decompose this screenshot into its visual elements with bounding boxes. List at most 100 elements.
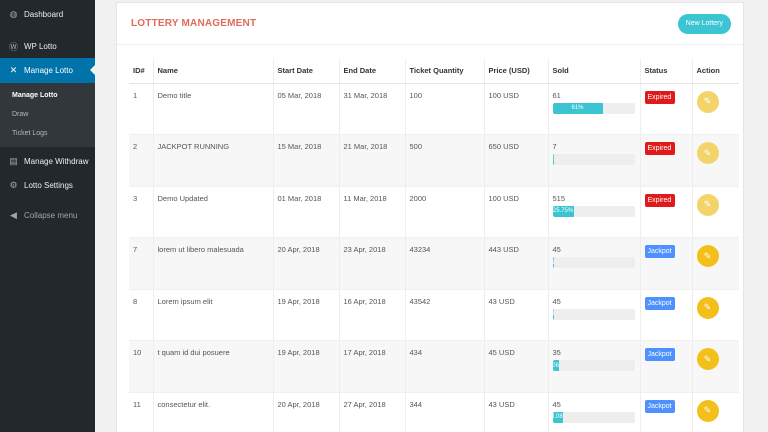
edit-button[interactable]: ✎ [696,348,719,370]
status-badge: Jackpot [644,296,675,310]
status-badge: Jackpot [644,245,675,258]
cell-price: 43 USD [484,289,549,341]
dashboard-icon: ◍ [9,8,18,19]
cell-start-date: 20 Apr, 2018 [273,392,340,432]
column-header-start-date[interactable]: Start Date [273,59,340,84]
sold-progress-bar: 13.08% [552,411,564,423]
column-header-status[interactable]: Status [640,59,693,84]
edit-icon: ✎ [703,302,712,312]
sold-progress-bar: 8.06% [552,360,560,371]
sold-progress-bar: 0.1% [552,308,555,320]
edit-button[interactable]: ✎ [696,399,719,422]
cell-price: 443 USD [484,237,549,290]
cell-action: ✎ [692,392,739,432]
cell-start-date: 19 Apr, 2018 [273,340,340,393]
cell-id: 11 [129,392,154,432]
sidebar-item-label: Lotto Settings [24,180,73,190]
cell-sold: 45 13.08% [548,392,641,432]
column-header-ticket-quantity[interactable]: Ticket Quantity [405,59,485,84]
cell-price: 650 USD [484,134,549,187]
sold-count: 515 [552,193,566,203]
cell-sold: 45 0.1% [548,289,641,341]
sold-progress: 13.08% [552,411,635,423]
collapse-menu-label: Collapse menu [24,210,78,220]
status-badge: Jackpot [644,399,675,413]
cell-action: ✎ [692,83,739,135]
cell-id: 8 [129,289,154,341]
cell-status: Jackpot [640,340,693,393]
cell-name: lorem ut libero malesuada [153,237,274,290]
cell-ticket-quantity: 100 [405,83,485,135]
table-row: 7 lorem ut libero malesuada 20 Apr, 2018 23… [129,237,739,290]
edit-button[interactable]: ✎ [696,296,719,319]
cell-price: 100 USD [484,186,549,238]
edit-icon: ✎ [703,96,712,106]
sold-progress: 0.1% [552,308,635,320]
edit-button[interactable]: ✎ [696,245,719,267]
cell-end-date: 17 Apr, 2018 [339,340,406,393]
sold-count: 7 [552,142,557,151]
tools-icon: ✕ [9,65,18,75]
submenu-item-draw[interactable]: Draw [12,111,29,118]
sidebar-item-wp-lotto[interactable]: Ⓦ WP Lotto [0,34,95,58]
collapse-menu-button[interactable]: ◀ Collapse menu [0,203,95,227]
collapse-icon: ◀ [10,209,17,220]
cell-status: Jackpot [640,392,693,432]
edit-icon: ✎ [703,405,712,415]
column-header-sold[interactable]: Sold [548,59,641,84]
sidebar-item-dashboard[interactable]: ◍ Dashboard [0,2,95,26]
new-lottery-button[interactable]: New Lottery [677,13,731,34]
cell-status: Jackpot [640,289,693,341]
edit-button[interactable]: ✎ [696,193,719,216]
cell-sold: 45 0.1% [548,237,641,290]
cell-id: 1 [129,83,154,135]
card-header: LOTTERY MANAGEMENT New Lottery [117,3,743,45]
column-header-name[interactable]: Name [153,59,274,84]
cell-status: Expired [640,83,693,135]
cell-id: 2 [129,134,154,187]
cell-action: ✎ [692,134,739,187]
cell-end-date: 23 Apr, 2018 [339,237,406,290]
lottery-table: ID# Name Start Date End Date Ticket Quan… [129,59,739,432]
cell-start-date: 01 Mar, 2018 [273,186,340,238]
sold-count: 45 [552,245,561,254]
table-row: 10 t quam id dui posuere 19 Apr, 2018 17 Ap… [129,340,739,393]
cell-end-date: 11 Mar, 2018 [339,186,406,238]
sold-progress: 25.75% [552,205,635,217]
cell-end-date: 16 Apr, 2018 [339,289,406,341]
cell-sold: 61 61% [548,83,641,135]
cell-status: Expired [640,186,693,238]
wordpress-icon: Ⓦ [8,41,18,52]
status-badge: Expired [644,193,675,207]
submenu-item-ticket-logs[interactable]: Ticket Logs [12,130,48,137]
cell-action: ✎ [692,186,739,238]
sold-progress-bar: 1% [552,154,555,165]
cell-name: JACKPOT RUNNING [153,134,274,187]
cell-start-date: 15 Mar, 2018 [273,134,340,187]
sidebar-item-manage-lotto[interactable]: ✕ Manage Lotto [0,58,95,83]
withdraw-icon: ▤ [9,155,18,166]
cell-end-date: 27 Apr, 2018 [339,392,406,432]
cell-start-date: 19 Apr, 2018 [273,289,340,341]
sold-count: 45 [552,399,561,409]
edit-button[interactable]: ✎ [696,90,719,113]
cell-status: Jackpot [640,237,693,290]
column-header-end-date[interactable]: End Date [339,59,406,84]
column-header-price[interactable]: Price (USD) [484,59,549,84]
sidebar-item-lotto-settings[interactable]: ⚙ Lotto Settings [0,173,95,197]
status-badge: Expired [644,142,675,155]
cell-end-date: 21 Mar, 2018 [339,134,406,187]
sidebar-item-manage-withdraw[interactable]: ▤ Manage Withdraw [0,149,95,173]
cell-ticket-quantity: 500 [405,134,485,187]
cell-id: 3 [129,186,154,238]
cell-action: ✎ [692,237,739,290]
cell-name: Demo Updated [153,186,274,238]
page-title: LOTTERY MANAGEMENT [131,18,257,29]
column-header-id[interactable]: ID# [129,59,154,84]
edit-button[interactable]: ✎ [696,142,719,164]
submenu-item-manage-lotto[interactable]: Manage Lotto [12,92,58,99]
cell-end-date: 31 Mar, 2018 [339,83,406,135]
cell-ticket-quantity: 434 [405,340,485,393]
cell-id: 7 [129,237,154,290]
column-header-action: Action [692,59,739,84]
